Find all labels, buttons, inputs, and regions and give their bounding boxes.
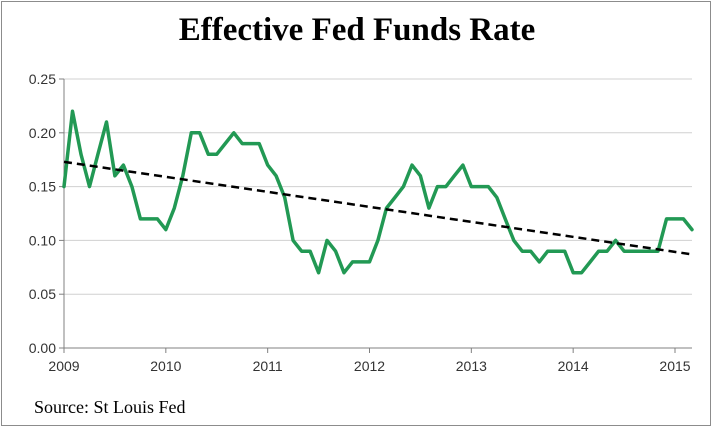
chart-title: Effective Fed Funds Rate — [178, 12, 536, 48]
x-axis-ticks: 2009 2010 2011 2012 2013 2014 2015 — [48, 358, 690, 374]
series-lines — [62, 109, 694, 275]
y-tick-label: 0.15 — [29, 179, 56, 195]
x-tick-label: 2009 — [48, 358, 79, 374]
x-tick-label: 2014 — [558, 358, 589, 374]
y-tick-label: 0.00 — [29, 340, 56, 356]
axes — [59, 78, 692, 353]
gridlines — [64, 78, 692, 295]
y-axis-ticks: 0.00 0.05 0.10 0.15 0.20 0.25 — [29, 71, 56, 356]
x-tick-label: 2011 — [253, 358, 283, 374]
x-tick-label: 2015 — [659, 358, 690, 374]
fed-funds-rate-line — [62, 109, 694, 275]
x-tick-label: 2012 — [354, 358, 385, 374]
source-note: Source: St Louis Fed — [34, 397, 186, 417]
x-tick-label: 2010 — [150, 358, 181, 374]
y-tick-label: 0.25 — [29, 71, 56, 87]
trend-line — [63, 160, 693, 256]
y-tick-label: 0.05 — [29, 286, 56, 302]
x-tick-label: 2013 — [456, 358, 487, 374]
y-tick-label: 0.20 — [29, 125, 56, 141]
y-tick-label: 0.10 — [29, 232, 56, 248]
